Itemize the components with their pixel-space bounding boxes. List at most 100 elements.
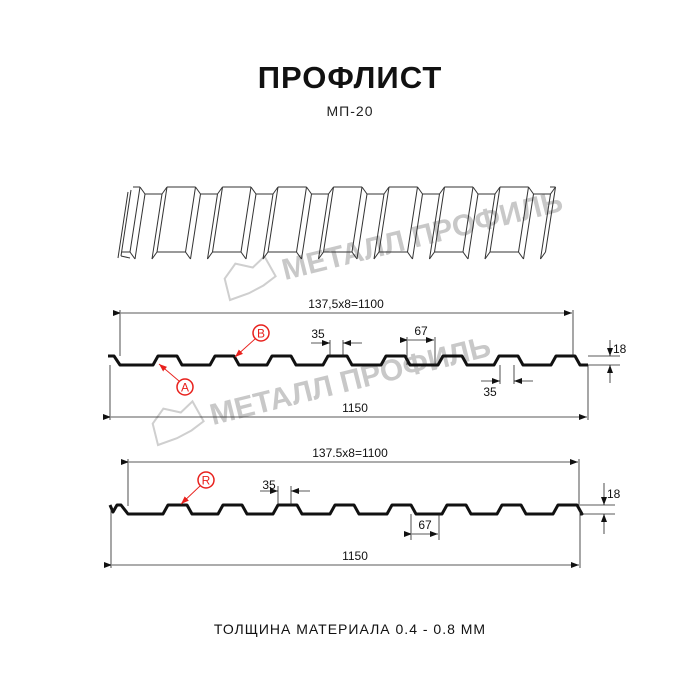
trough-gap-label: 67 [418,518,432,532]
sheet-edge [139,186,146,195]
sheet-edge [484,251,491,260]
callout-label: A [181,381,189,395]
sheet-edge [417,186,423,195]
sheet-edge [250,186,257,195]
sheet-edge [518,251,524,260]
sheet-edge [267,186,279,253]
sheet-edge [129,186,141,253]
sheet-edge [185,251,191,260]
sheet-edge [550,186,556,195]
sheet-edge [489,186,501,253]
sheet-edge [207,251,213,260]
sheet-edge [545,186,556,253]
sheet-edge [351,251,358,260]
sheet-edge [328,186,334,195]
sheet-edge [306,186,312,195]
sheet-edge [129,251,136,260]
callout-circle [197,471,215,489]
sheet-edge [407,186,418,253]
sheet-edge [373,193,385,260]
sheet-edge [161,186,168,195]
callout-label: R [202,474,211,488]
sheet-edge [540,251,546,260]
crest-width-label: 35 [262,478,276,492]
sheet-edge [190,193,201,260]
watermark-logo-icon [223,254,277,302]
sheet-edge [412,193,423,260]
sheet-edge [262,193,274,260]
sheet-edge [217,186,223,195]
sheet-edge [185,186,196,253]
sheet-edge [429,251,435,260]
callout-r: R [180,471,215,505]
callout-circle [176,378,194,396]
pitch-label: 137.5x8=1100 [312,446,388,460]
height-label: 18 [607,487,621,501]
sheet-edge [134,193,146,260]
sheet-edge [151,251,158,260]
sheet-edge [318,251,324,260]
sheet-edge [301,193,312,260]
sheet-edge [296,251,302,260]
sheet-edge [212,186,223,253]
sheet-edge [262,251,269,260]
callout-leader [180,485,201,505]
sheet-edge [540,193,551,260]
sheet-edge [462,251,469,260]
sheet-edge [120,255,131,259]
sheet-edge [356,193,368,260]
callout-circle [252,324,270,342]
watermark-1: МЕТАЛЛ ПРОФИЛЬ [223,185,566,302]
profile-line [108,354,588,367]
profile-line [108,503,584,516]
sheet-edge [156,186,168,253]
sheet-edge [462,186,474,253]
watermark-logo-icon [151,399,205,447]
total-width-label: 1150 [342,549,368,563]
sheet-edge [439,186,445,195]
callout-leader [234,338,256,358]
sheet-edge [272,186,279,195]
watermark-2: МЕТАЛЛ ПРОФИЛЬ [151,330,494,447]
sheet-edge [484,193,496,260]
page-subtitle: МП-20 [326,103,374,119]
sheet-edge [429,193,440,260]
sheet-edge [373,251,380,260]
callout-a: A [158,363,194,396]
sheet-edge [240,251,247,260]
sheet-edge [361,186,368,195]
sheet-edge [245,193,257,260]
callout-leader [158,363,180,382]
sheet-edge [407,251,413,260]
sheet-edge [120,189,132,257]
material-thickness-note: ТОЛЩИНА МАТЕРИАЛА 0.4 - 0.8 ММ [213,621,487,637]
trough-gap-label: 67 [414,324,428,338]
sheet-edge [323,186,334,253]
callout-label: B [257,327,265,341]
sheet-edge [207,193,218,260]
sheet-edge [494,186,501,195]
page-title: ПРОФЛИСТ [257,60,443,95]
sheet-edge [240,186,252,253]
sheet-edge [518,186,529,253]
sheet-edge [117,191,129,259]
sheet-edge [528,186,534,195]
profile-bottom: 137.5x8=1100 1150 35 67 18 R [104,446,621,568]
sheet-edge [523,193,534,260]
sheet-edge [383,186,390,195]
crest-width-label: 35 [311,327,325,341]
profile-top: 137,5x8=1100 1150 35 67 35 18 B A [103,297,627,420]
pitch-label: 137,5x8=1100 [308,297,384,311]
bottom-width-label: 35 [483,385,497,399]
sheet-edge [151,193,163,260]
sheet-edge [378,186,390,253]
sheet-3d-illustration [117,186,556,260]
sheet-edge [318,193,329,260]
sheet-edge [351,186,363,253]
sheet-edge [434,186,445,253]
sheet-edge [472,186,479,195]
sheet-edge [467,193,479,260]
height-label: 18 [613,342,627,356]
sheet-edge [195,186,201,195]
